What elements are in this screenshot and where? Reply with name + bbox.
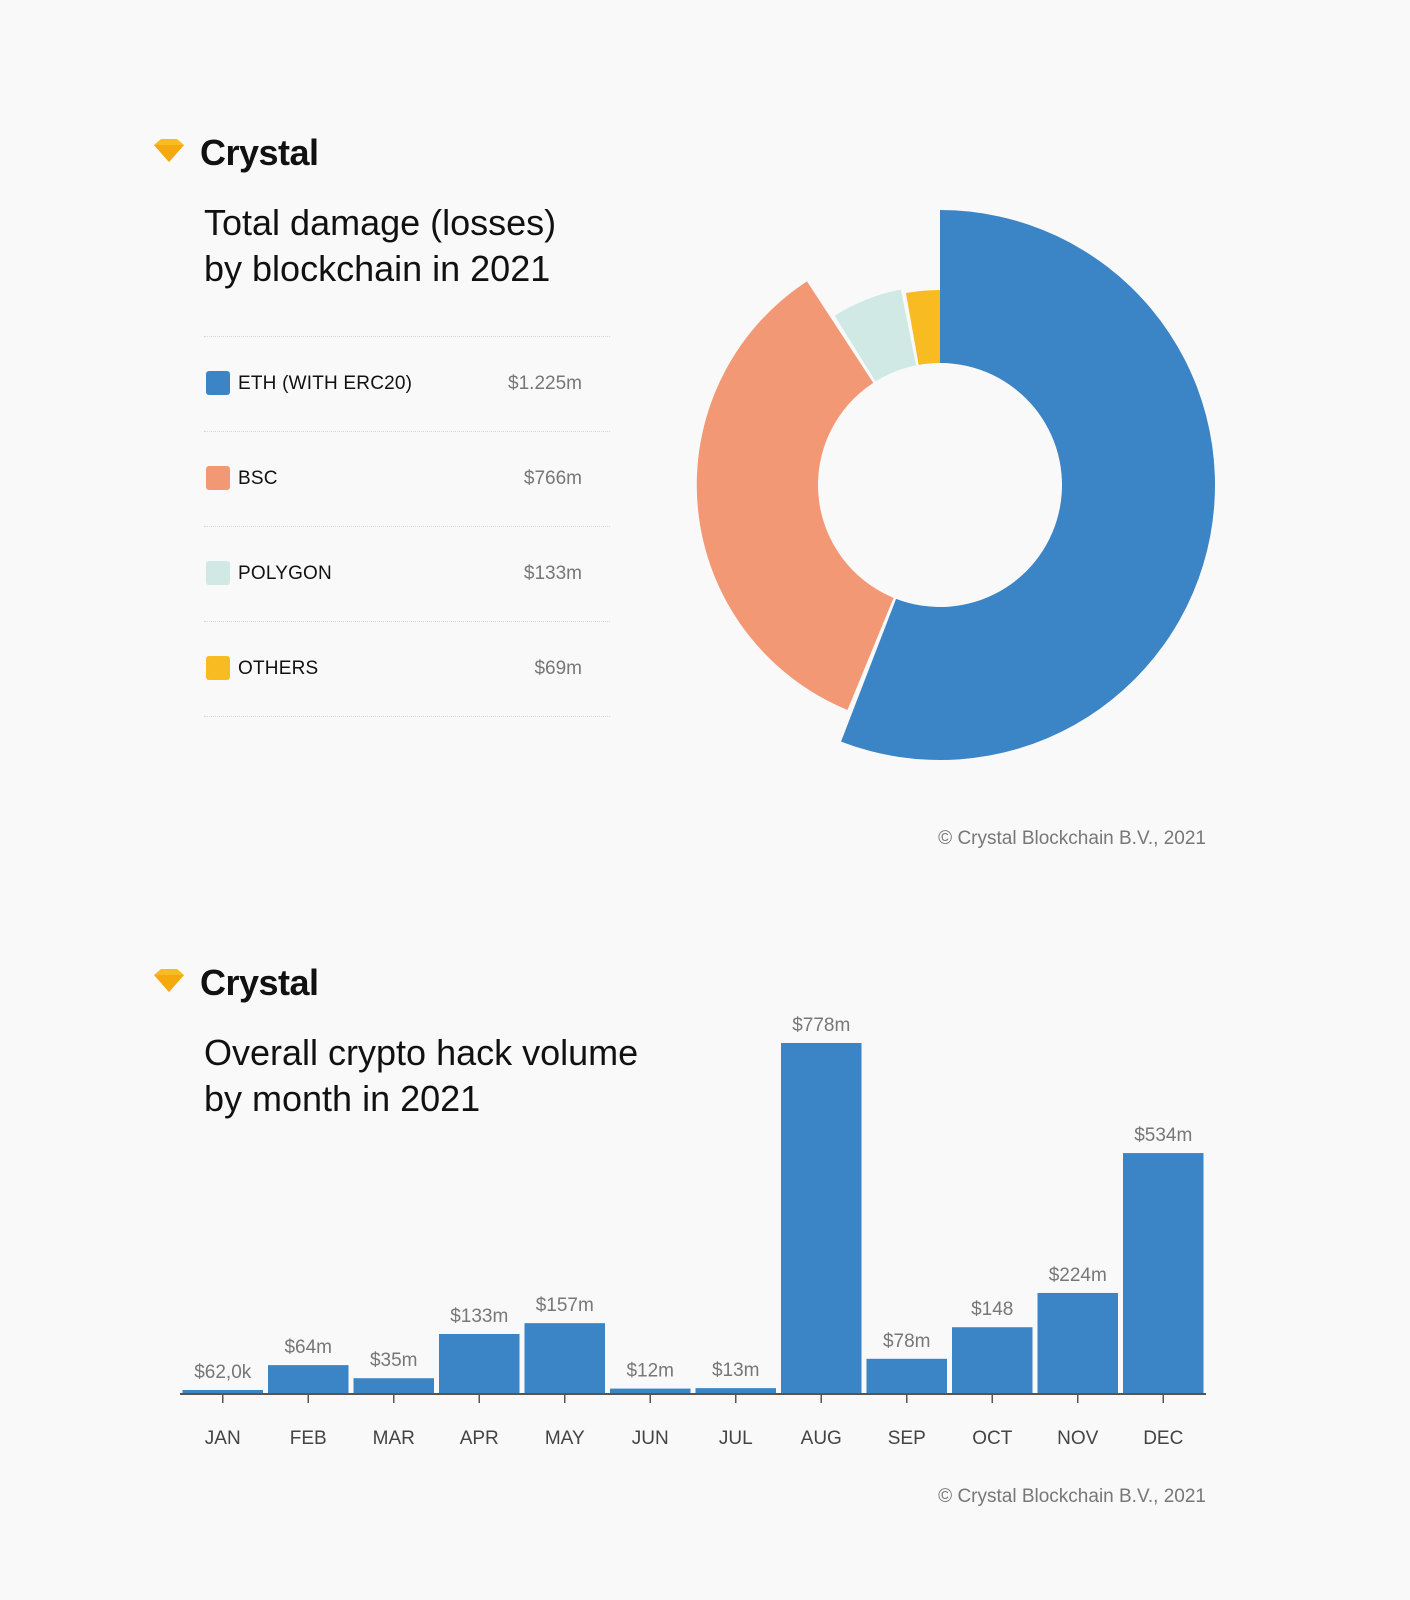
title-line-1: Overall crypto hack volume [204,1032,639,1073]
bar-jul [695,1388,776,1394]
title-line-2: by blockchain in 2021 [204,248,551,289]
bar-dec [1123,1153,1204,1394]
x-tick-label: MAR [373,1428,415,1449]
donut-slice-polygon [834,289,917,382]
x-tick-label: JUL [719,1428,753,1449]
bar-apr [439,1333,520,1394]
bar-value-label: $157m [536,1295,594,1316]
legend-swatch [206,371,230,395]
bar-jun [610,1388,691,1394]
chart-title: Overall crypto hack volume by month in 20… [204,1030,638,1122]
x-tick-label: OCT [972,1428,1013,1449]
bar-value-label: $778m [792,1015,850,1036]
legend: ETH (WITH ERC20) $1.225m BSC $766m POLYGON $1… [204,336,610,717]
brand-name: Crystal [200,962,319,1003]
copyright: © Crystal Blockchain B.V., 2021 [938,1486,1206,1507]
diamond-icon [154,139,184,162]
chart-title: Total damage (losses) by blockchain in 20… [204,200,556,292]
bar-sep [866,1358,947,1394]
copyright: © Crystal Blockchain B.V., 2021 [938,828,1206,849]
brand-logo: Crystal [152,962,319,1004]
legend-item: POLYGON $133m [204,526,610,621]
bar-oct [952,1327,1033,1394]
legend-item: OTHERS $69m [204,621,610,717]
brand-logo: Crystal [152,132,319,174]
bar-value-label: $13m [712,1360,760,1381]
x-tick-label: MAY [545,1428,585,1449]
bar-value-label: $148 [971,1299,1013,1320]
bar-nov [1037,1292,1118,1394]
bar-feb [268,1365,349,1394]
legend-value: $69m [534,658,582,679]
bar-value-label: $78m [883,1331,931,1352]
bar-chart: $62,0k JAN $64m FEB $35m MAR $133m APR $157m MAY $… [180,1015,1206,1449]
x-tick-label: APR [460,1428,499,1449]
x-tick-label: DEC [1143,1428,1183,1449]
bar-mar [353,1378,434,1394]
x-tick-label: JUN [632,1428,669,1449]
legend-label: OTHERS [238,658,319,679]
title-line-2: by month in 2021 [204,1078,481,1119]
x-tick-label: AUG [801,1428,842,1449]
bar-value-label: $133m [450,1306,508,1327]
bar-panel: Crystal Overall crypto hack volume by mon… [0,880,1410,1600]
x-tick-label: JAN [205,1428,241,1449]
donut-slice-bsc [696,281,894,710]
donut-chart [696,210,1215,761]
legend-value: $133m [523,563,582,584]
legend-swatch [206,466,230,490]
legend-swatch [206,656,230,680]
legend-item: BSC $766m [204,431,610,526]
legend-value: $766m [523,468,582,489]
x-tick-label: FEB [290,1428,327,1449]
title-line-1: Total damage (losses) [204,202,557,243]
legend-label: BSC [238,468,278,489]
donut-panel: Crystal Total damage (losses) by blockcha… [152,132,1215,849]
diamond-icon [154,969,184,992]
bar-may [524,1323,605,1394]
donut-slice-eth-with-erc20 [841,210,1215,761]
legend-swatch [206,561,230,585]
x-tick-label: SEP [888,1428,926,1449]
bar-aug [781,1043,862,1394]
bar-value-label: $224m [1049,1265,1107,1286]
bar-value-label: $62,0k [194,1362,252,1383]
brand-name: Crystal [200,132,319,173]
legend-item: ETH (WITH ERC20) $1.225m [204,336,610,431]
bar-value-label: $64m [284,1337,332,1358]
legend-label: ETH (WITH ERC20) [238,373,413,394]
legend-value: $1.225m [508,373,582,394]
bar-value-label: $12m [626,1361,674,1382]
x-tick-label: NOV [1057,1428,1099,1449]
bar-jan [182,1390,263,1394]
bar-value-label: $35m [370,1350,418,1371]
donut-slice-others [905,290,940,365]
legend-label: POLYGON [238,563,332,584]
bar-value-label: $534m [1134,1125,1192,1146]
